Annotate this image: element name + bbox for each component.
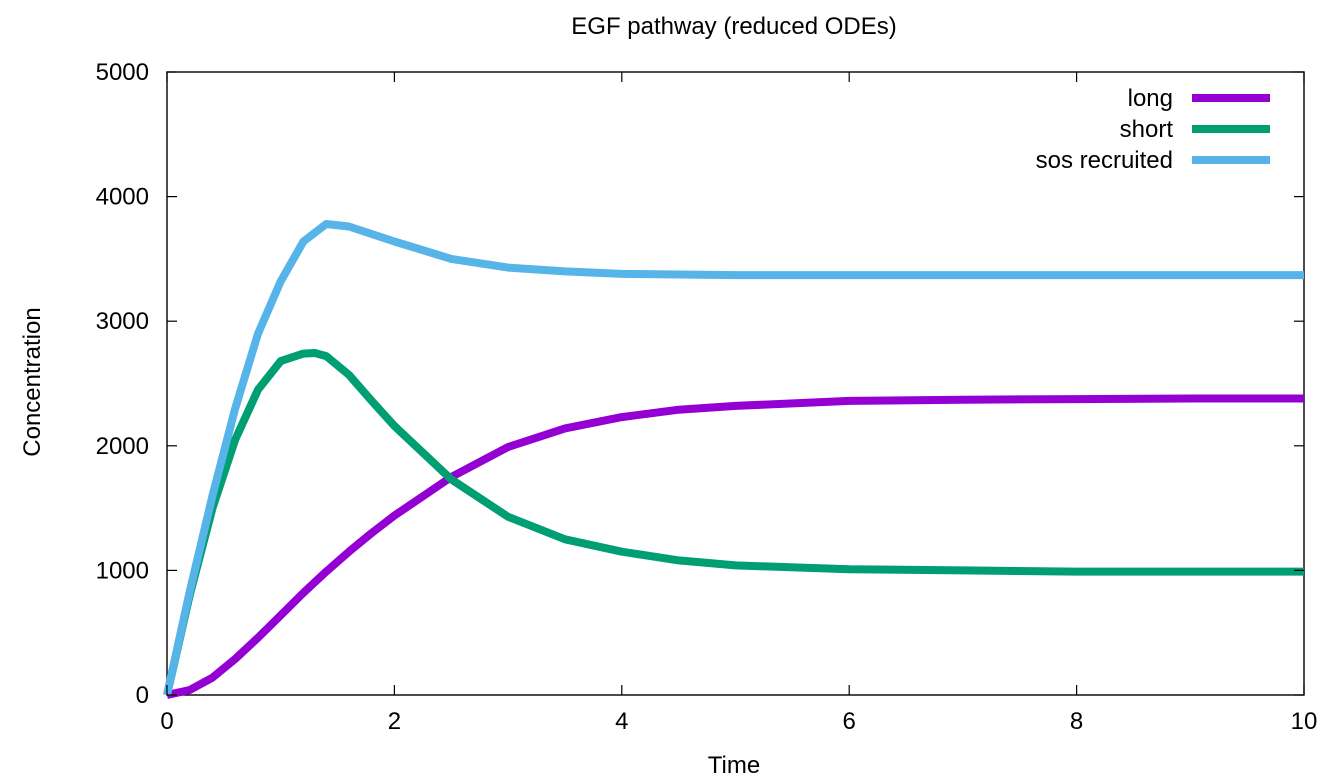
legend-label: long <box>1128 85 1173 112</box>
series-line-sos-recruited <box>163 220 1304 696</box>
series-layer <box>163 220 1304 699</box>
legend-item-sos-recruited: sos recruited <box>1036 147 1270 174</box>
y-tick-label: 3000 <box>96 308 149 335</box>
x-tick-label: 10 <box>1291 708 1318 735</box>
y-tick-label: 0 <box>136 682 149 709</box>
y-tick-label: 4000 <box>96 184 149 211</box>
y-tick-label: 2000 <box>96 433 149 460</box>
x-axis-label: Time <box>708 752 760 779</box>
plot-frame <box>166 71 1305 696</box>
legend-item-short: short <box>1120 116 1270 143</box>
x-tick-label: 0 <box>160 708 173 735</box>
plot-area <box>163 71 1305 699</box>
y-axis-label: Concentration <box>19 307 46 456</box>
series-line-long <box>166 394 1304 699</box>
chart-title: EGF pathway (reduced ODEs) <box>571 13 896 40</box>
x-tick-label: 2 <box>388 708 401 735</box>
legend-item-long: long <box>1128 85 1270 112</box>
legend-label: short <box>1120 116 1174 143</box>
x-tick-label: 8 <box>1070 708 1083 735</box>
legend-label: sos recruited <box>1036 147 1173 174</box>
y-tick-label: 1000 <box>96 557 149 584</box>
series-line-short <box>163 349 1304 696</box>
x-axis: 0 2 4 6 8 10 <box>160 72 1317 735</box>
x-tick-label: 4 <box>615 708 628 735</box>
x-tick-label: 6 <box>843 708 856 735</box>
legend: long short sos recruited <box>1036 85 1270 174</box>
y-axis: 0 1000 2000 3000 4000 5000 <box>96 59 1304 709</box>
y-tick-label: 5000 <box>96 59 149 86</box>
